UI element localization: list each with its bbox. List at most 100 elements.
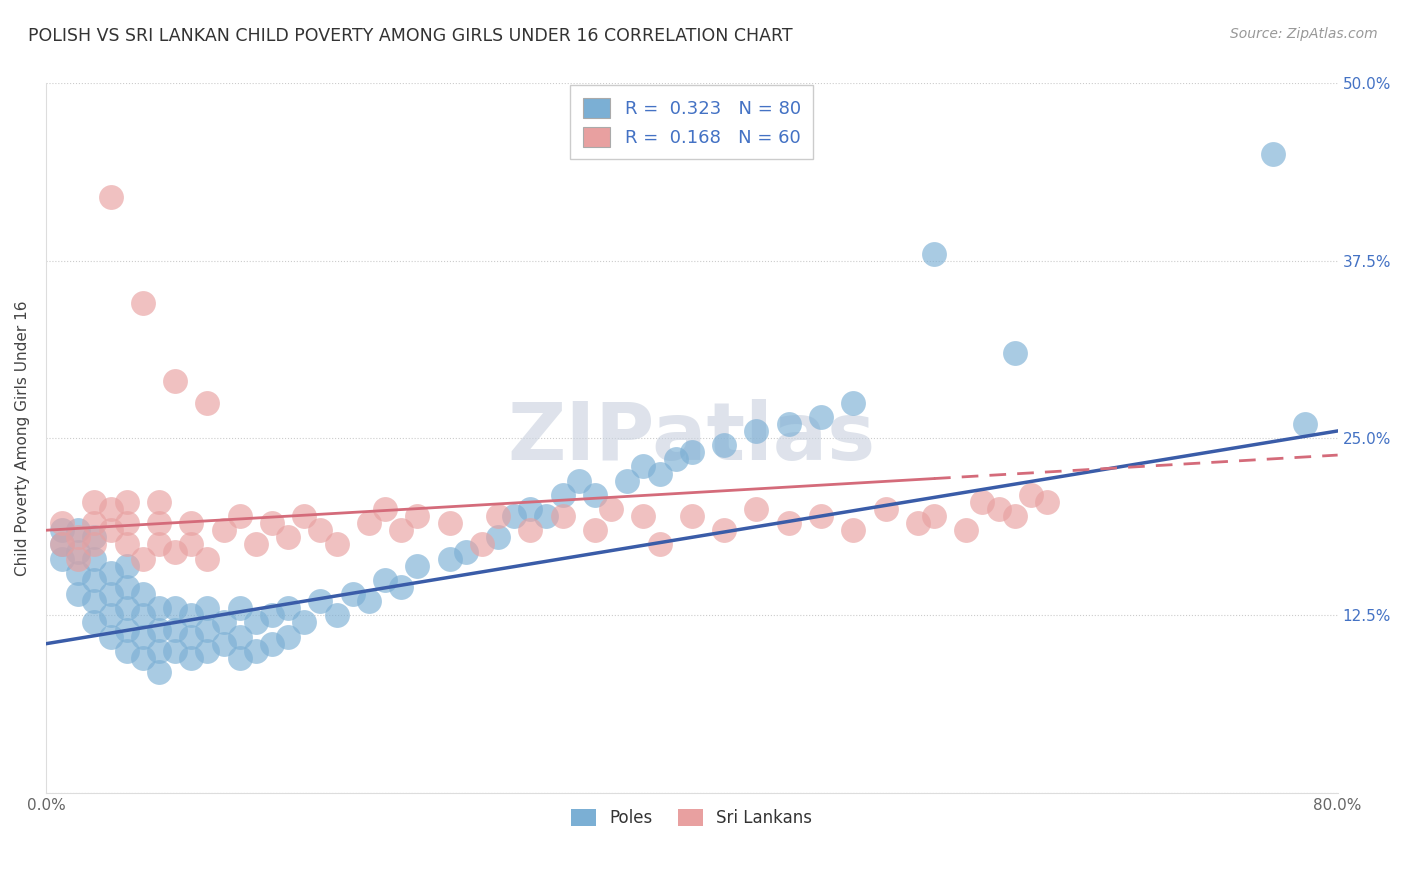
Legend: Poles, Sri Lankans: Poles, Sri Lankans [565,803,818,834]
Point [132,651,155,665]
Point [277,630,299,644]
Point [83,516,105,530]
Point [212,523,235,537]
Point [115,623,138,637]
Point [67,587,90,601]
Point [67,544,90,558]
Point [180,516,202,530]
Point [67,523,90,537]
Point [228,630,250,644]
Point [389,580,412,594]
Point [486,509,509,524]
Point [471,537,494,551]
Point [148,665,170,679]
Point [212,615,235,630]
Point [148,623,170,637]
Point [115,601,138,615]
Point [551,509,574,524]
Point [357,516,380,530]
Point [100,630,122,644]
Point [197,644,219,658]
Point [100,587,122,601]
Point [51,537,73,551]
Point [277,530,299,544]
Point [180,651,202,665]
Point [67,551,90,566]
Point [309,523,332,537]
Point [1294,417,1316,431]
Point [439,516,461,530]
Point [616,474,638,488]
Point [1004,509,1026,524]
Point [325,608,347,623]
Point [922,509,945,524]
Point [83,530,105,544]
Point [228,601,250,615]
Point [309,594,332,608]
Point [713,523,735,537]
Point [115,537,138,551]
Point [342,587,364,601]
Point [374,502,396,516]
Point [148,644,170,658]
Point [648,467,671,481]
Point [907,516,929,530]
Point [132,551,155,566]
Point [439,551,461,566]
Point [83,551,105,566]
Point [132,630,155,644]
Point [51,551,73,566]
Point [600,502,623,516]
Point [228,651,250,665]
Point [115,558,138,573]
Point [100,608,122,623]
Point [955,523,977,537]
Point [100,566,122,580]
Point [745,424,768,438]
Point [583,523,606,537]
Point [536,509,558,524]
Point [197,601,219,615]
Text: POLISH VS SRI LANKAN CHILD POVERTY AMONG GIRLS UNDER 16 CORRELATION CHART: POLISH VS SRI LANKAN CHILD POVERTY AMONG… [28,27,793,45]
Point [987,502,1010,516]
Point [665,452,688,467]
Point [197,551,219,566]
Text: ZIPatlas: ZIPatlas [508,399,876,477]
Point [292,615,315,630]
Point [165,601,187,615]
Point [519,502,541,516]
Point [148,601,170,615]
Point [115,495,138,509]
Point [180,608,202,623]
Point [972,495,994,509]
Point [132,587,155,601]
Point [115,516,138,530]
Point [292,509,315,524]
Point [486,530,509,544]
Point [519,523,541,537]
Point [633,459,655,474]
Point [260,637,283,651]
Point [503,509,526,524]
Point [83,594,105,608]
Point [454,544,477,558]
Point [1036,495,1059,509]
Point [810,509,832,524]
Point [681,509,703,524]
Text: Source: ZipAtlas.com: Source: ZipAtlas.com [1230,27,1378,41]
Point [1019,488,1042,502]
Point [260,608,283,623]
Point [875,502,897,516]
Point [165,623,187,637]
Point [115,580,138,594]
Point [260,516,283,530]
Point [165,644,187,658]
Point [374,573,396,587]
Point [633,509,655,524]
Point [83,537,105,551]
Point [713,438,735,452]
Point [132,608,155,623]
Point [165,544,187,558]
Point [228,509,250,524]
Point [51,516,73,530]
